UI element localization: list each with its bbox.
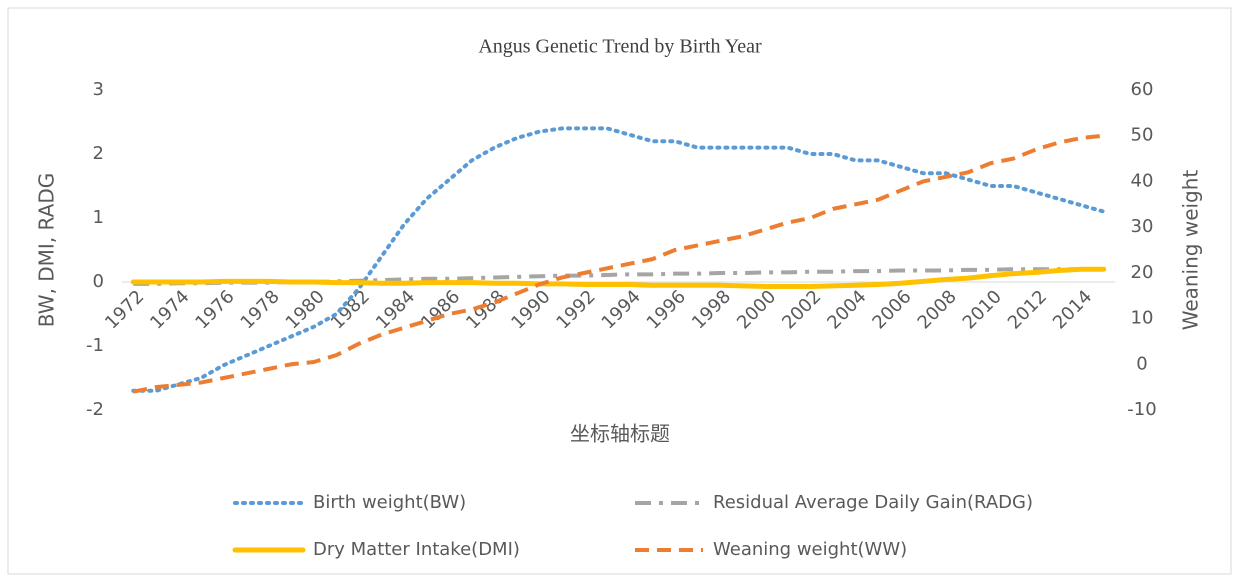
y2-axis-title: Weaning weight bbox=[1179, 170, 1203, 331]
x-axis-title: 坐标轴标题 bbox=[570, 422, 670, 446]
y-tick-label: 3 bbox=[93, 79, 104, 100]
legend-label: Birth weight(BW) bbox=[313, 492, 466, 513]
y-tick-label: 0 bbox=[93, 271, 104, 292]
series-line bbox=[131, 126, 1106, 393]
y-tick-label: 2 bbox=[93, 143, 104, 164]
series-line bbox=[132, 133, 1104, 394]
y2-tick-label: 0 bbox=[1136, 353, 1147, 374]
y-tick-label: -1 bbox=[86, 335, 104, 356]
chart-title: Angus Genetic Trend by Birth Year bbox=[478, 36, 762, 58]
chart-frame bbox=[7, 7, 1232, 575]
y-tick-label: -2 bbox=[86, 399, 104, 420]
series-line bbox=[130, 266, 1107, 289]
legend-label: Weaning weight(WW) bbox=[713, 539, 907, 560]
y2-tick-label: 30 bbox=[1131, 216, 1154, 237]
legend-label: Residual Average Daily Gain(RADG) bbox=[713, 492, 1033, 513]
y-axis-title: BW, DMI, RADG bbox=[35, 173, 59, 327]
y2-tick-label: 10 bbox=[1131, 308, 1154, 329]
y2-tick-label: 20 bbox=[1131, 262, 1154, 283]
y2-tick-label: 60 bbox=[1131, 79, 1154, 100]
y-tick-label: 1 bbox=[93, 207, 104, 228]
legend-label: Dry Matter Intake(DMI) bbox=[313, 539, 520, 560]
y2-tick-label: -10 bbox=[1127, 399, 1156, 420]
y2-tick-label: 40 bbox=[1131, 170, 1154, 191]
y2-tick-label: 50 bbox=[1131, 125, 1154, 146]
